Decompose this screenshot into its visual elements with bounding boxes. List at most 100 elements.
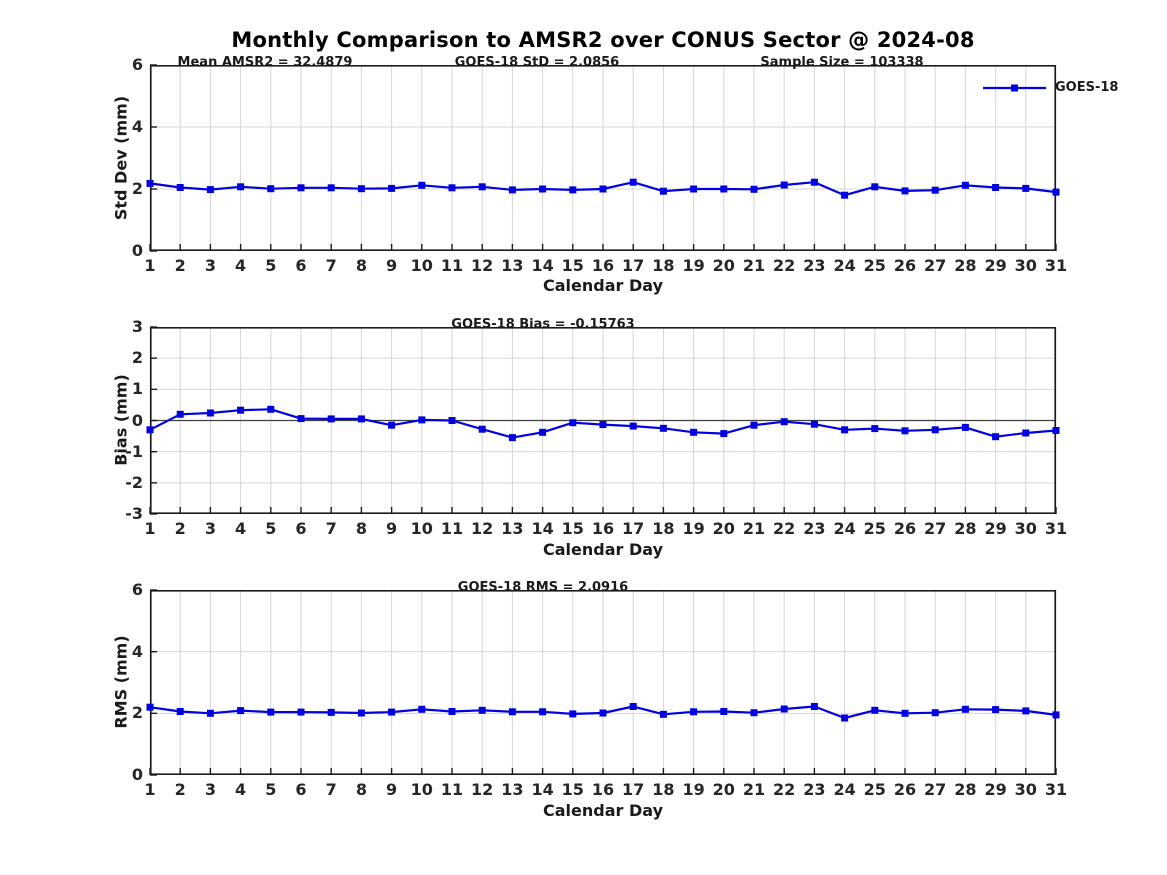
x-tick-label: 18 bbox=[652, 519, 675, 538]
y-tick-label: 2 bbox=[131, 348, 143, 368]
data-point-marker bbox=[659, 424, 667, 432]
x-tick-label: 22 bbox=[773, 256, 796, 275]
x-tick-label: 31 bbox=[1044, 256, 1068, 275]
data-point-marker bbox=[388, 421, 396, 429]
x-tick-label: 23 bbox=[803, 780, 826, 799]
data-point-marker bbox=[539, 428, 547, 436]
x-tick-label: 28 bbox=[954, 519, 977, 538]
stddev-y-axis-label: Std Dev (mm) bbox=[111, 95, 131, 221]
data-point-marker bbox=[871, 183, 879, 191]
data-point-marker bbox=[267, 405, 275, 413]
legend: GOES-18 bbox=[983, 80, 1118, 95]
x-tick-label: 17 bbox=[622, 780, 645, 799]
x-tick-label: 6 bbox=[295, 256, 307, 275]
data-point-marker bbox=[297, 415, 305, 423]
x-tick-label: 12 bbox=[471, 780, 494, 799]
data-point-marker bbox=[720, 185, 728, 193]
data-point-marker bbox=[1052, 427, 1060, 434]
x-tick-label: 3 bbox=[204, 780, 216, 799]
x-tick-label: 7 bbox=[325, 519, 337, 538]
data-point-marker bbox=[629, 422, 637, 430]
data-point-marker bbox=[1022, 429, 1030, 437]
std-dev-chart-svg bbox=[146, 64, 1060, 252]
data-point-marker bbox=[659, 710, 667, 718]
x-tick-label: 29 bbox=[984, 780, 1007, 799]
data-point-marker bbox=[146, 426, 154, 434]
x-tick-label: 1 bbox=[144, 780, 156, 799]
data-point-marker bbox=[901, 187, 909, 195]
x-tick-label: 14 bbox=[531, 780, 554, 799]
data-point-marker bbox=[206, 409, 214, 417]
y-tick-label: 2 bbox=[131, 179, 143, 198]
x-tick-label: 20 bbox=[712, 519, 735, 538]
x-tick-label: 25 bbox=[863, 519, 886, 538]
x-tick-label: 11 bbox=[440, 256, 464, 275]
rms-chart-svg bbox=[146, 589, 1060, 776]
data-point-marker bbox=[176, 410, 184, 418]
x-tick-label: 2 bbox=[174, 256, 186, 275]
x-tick-label: 2 bbox=[174, 780, 186, 799]
x-tick-label: 2 bbox=[174, 519, 186, 538]
data-point-marker bbox=[357, 415, 365, 423]
x-tick-label: 21 bbox=[742, 519, 766, 538]
data-point-marker bbox=[388, 708, 396, 716]
data-point-marker bbox=[901, 427, 909, 435]
x-tick-label: 17 bbox=[622, 256, 645, 275]
data-point-marker bbox=[206, 186, 214, 194]
x-tick-label: 7 bbox=[325, 256, 337, 275]
x-tick-label: 4 bbox=[235, 780, 247, 799]
data-point-marker bbox=[448, 417, 456, 424]
data-point-marker bbox=[992, 184, 1000, 191]
y-tick-label: 0 bbox=[131, 241, 143, 260]
x-tick-label: 20 bbox=[712, 780, 735, 799]
data-point-marker bbox=[418, 705, 426, 713]
data-point-marker bbox=[146, 703, 154, 711]
data-point-marker bbox=[690, 185, 698, 193]
y-tick-label: 6 bbox=[131, 580, 143, 599]
data-point-marker bbox=[629, 178, 637, 186]
data-point-marker bbox=[810, 178, 818, 186]
data-point-marker bbox=[176, 708, 184, 715]
x-tick-label: 6 bbox=[295, 780, 307, 799]
data-point-marker bbox=[237, 707, 245, 715]
data-point-marker bbox=[478, 425, 486, 433]
data-point-marker bbox=[1022, 707, 1030, 715]
x-tick-label: 13 bbox=[501, 780, 524, 799]
data-point-marker bbox=[1052, 188, 1060, 196]
data-point-marker bbox=[357, 709, 365, 717]
legend-label: GOES-18 bbox=[1055, 80, 1119, 95]
y-tick-label: 0 bbox=[131, 765, 143, 784]
data-point-marker bbox=[690, 708, 698, 716]
y-tick-label: 4 bbox=[131, 641, 143, 661]
data-point-marker bbox=[931, 426, 939, 434]
y-tick-label: -3 bbox=[125, 504, 143, 523]
x-tick-label: 9 bbox=[386, 519, 398, 538]
x-tick-label: 24 bbox=[833, 519, 856, 538]
x-tick-label: 6 bbox=[295, 519, 307, 538]
data-point-marker bbox=[780, 418, 788, 426]
stddev-x-axis-label: Calendar Day bbox=[543, 276, 663, 295]
x-tick-label: 15 bbox=[561, 519, 584, 538]
data-point-marker bbox=[539, 185, 547, 193]
y-tick-label: 1 bbox=[131, 379, 143, 399]
data-point-marker bbox=[176, 184, 184, 191]
data-point-marker bbox=[871, 425, 879, 433]
data-point-marker bbox=[780, 181, 788, 189]
data-point-marker bbox=[659, 187, 667, 195]
x-tick-label: 26 bbox=[893, 780, 917, 799]
x-tick-label: 19 bbox=[682, 256, 705, 275]
x-tick-label: 24 bbox=[833, 780, 856, 799]
x-tick-label: 14 bbox=[531, 519, 554, 538]
x-tick-label: 24 bbox=[833, 256, 856, 275]
data-point-marker bbox=[206, 709, 214, 717]
y-tick-label: 0 bbox=[131, 410, 143, 430]
x-tick-label: 29 bbox=[984, 519, 1007, 538]
x-tick-label: 4 bbox=[235, 256, 247, 275]
x-tick-label: 8 bbox=[355, 256, 367, 275]
data-point-marker bbox=[327, 184, 335, 192]
x-tick-label: 28 bbox=[954, 256, 977, 275]
data-point-marker bbox=[810, 703, 818, 710]
data-point-marker bbox=[629, 703, 637, 710]
x-tick-label: 26 bbox=[893, 256, 917, 275]
data-point-marker bbox=[237, 406, 245, 414]
